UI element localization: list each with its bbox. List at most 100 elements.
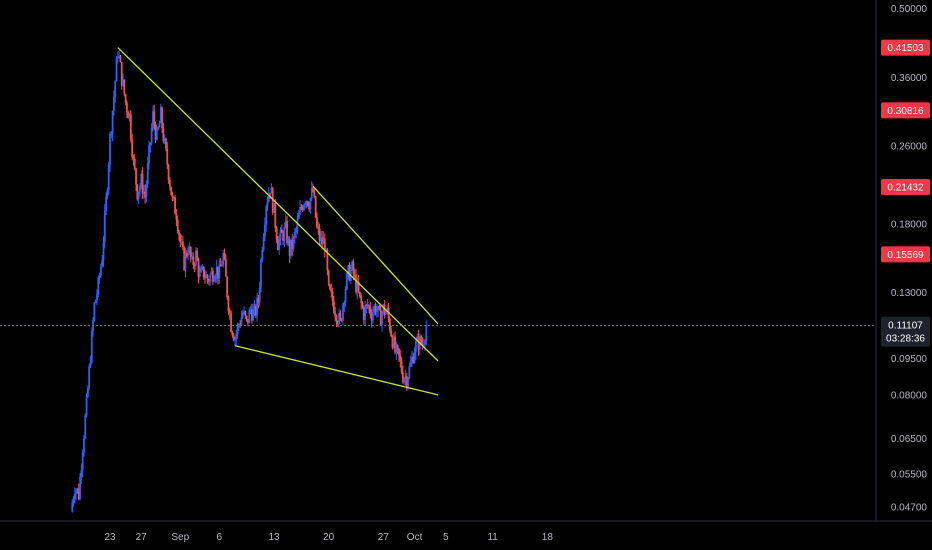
candle <box>165 137 167 152</box>
time-axis[interactable]: 23 27 Sep 6 13 20 27 Oct 5 11 18 <box>0 520 932 550</box>
candle <box>372 306 374 324</box>
candle <box>158 120 161 128</box>
candle <box>319 230 322 247</box>
candle <box>98 272 101 284</box>
candle <box>189 245 192 263</box>
candle <box>305 200 308 208</box>
candle <box>414 337 417 360</box>
time-axis-background <box>0 521 932 550</box>
candle <box>327 269 330 287</box>
candle <box>262 232 265 252</box>
trendline[interactable] <box>273 200 439 362</box>
candle <box>309 197 312 214</box>
candle <box>197 257 200 284</box>
trendline[interactable] <box>234 345 439 396</box>
candle <box>115 56 118 82</box>
candle <box>340 318 343 323</box>
candle <box>253 300 256 317</box>
candle <box>400 356 403 374</box>
candle <box>84 413 87 440</box>
candle <box>114 80 117 103</box>
candle <box>250 303 253 324</box>
candle <box>73 487 76 504</box>
candle <box>391 334 394 350</box>
price-level-badges: 0.41503 0.30816 0.21432 0.15569 <box>881 39 930 263</box>
time-tick-label: 6 <box>217 532 223 543</box>
candle <box>310 181 313 201</box>
candle <box>291 233 294 257</box>
candle <box>332 295 335 314</box>
candle <box>303 203 305 212</box>
candle <box>299 199 301 216</box>
time-tick-label: 20 <box>323 532 335 543</box>
candle <box>89 355 92 369</box>
candle <box>132 154 135 166</box>
candle <box>290 239 292 259</box>
candle <box>288 236 291 264</box>
candle <box>240 311 243 326</box>
price-tick-label: 0.50000 <box>891 4 928 15</box>
candle <box>331 287 334 307</box>
candle <box>119 55 122 63</box>
price-level-badge: 0.30816 <box>881 102 930 119</box>
candle <box>202 266 205 280</box>
candle <box>395 341 398 360</box>
candle <box>107 161 110 195</box>
price-tick-label: 0.26000 <box>891 142 928 153</box>
candle <box>293 228 296 244</box>
candle <box>370 308 373 328</box>
candle <box>278 233 281 256</box>
candle <box>398 348 400 362</box>
candle <box>254 303 257 319</box>
candle <box>368 304 370 314</box>
candle <box>185 250 188 259</box>
price-level-badge: 0.15569 <box>881 246 930 263</box>
candle <box>413 347 416 364</box>
candle <box>131 133 134 161</box>
time-tick-label: Sep <box>171 532 189 543</box>
candle <box>231 330 234 338</box>
candle <box>282 230 285 245</box>
candle <box>85 393 88 418</box>
candle <box>122 73 124 87</box>
candle <box>208 278 210 286</box>
candle <box>275 225 278 244</box>
price-level-badge-label: 0.41503 <box>887 43 924 54</box>
candle <box>193 262 196 273</box>
candle <box>348 261 351 282</box>
candle <box>211 267 214 285</box>
time-tick-label: 27 <box>378 532 390 543</box>
candle <box>155 124 158 141</box>
trendline[interactable] <box>117 47 275 201</box>
candle <box>286 216 288 246</box>
trendline-group[interactable] <box>117 47 439 396</box>
candle <box>223 248 226 261</box>
candle <box>88 363 91 391</box>
candle <box>270 183 273 194</box>
candle <box>205 271 208 279</box>
candle <box>75 488 78 500</box>
candle <box>141 167 144 199</box>
candle <box>106 187 109 200</box>
time-tick-label: 5 <box>443 532 449 543</box>
candle <box>323 233 326 258</box>
candle <box>171 191 174 202</box>
candle <box>318 223 321 246</box>
candle <box>235 329 238 346</box>
candle <box>263 217 266 242</box>
price-tick-label: 0.09500 <box>891 354 928 365</box>
candle <box>359 291 361 299</box>
candle <box>110 131 113 139</box>
candle <box>374 302 377 316</box>
trendline[interactable] <box>312 185 439 325</box>
candle <box>120 62 123 90</box>
price-axis[interactable]: 0.500000.360000.260000.210000.180000.130… <box>875 0 932 521</box>
candle <box>142 184 145 199</box>
candle <box>357 275 360 294</box>
time-tick-labels: 23 27 Sep 6 13 20 27 Oct 5 11 18 <box>104 532 553 543</box>
candle <box>180 234 183 246</box>
candle <box>411 351 413 368</box>
candle <box>390 325 393 338</box>
candle <box>179 233 182 247</box>
